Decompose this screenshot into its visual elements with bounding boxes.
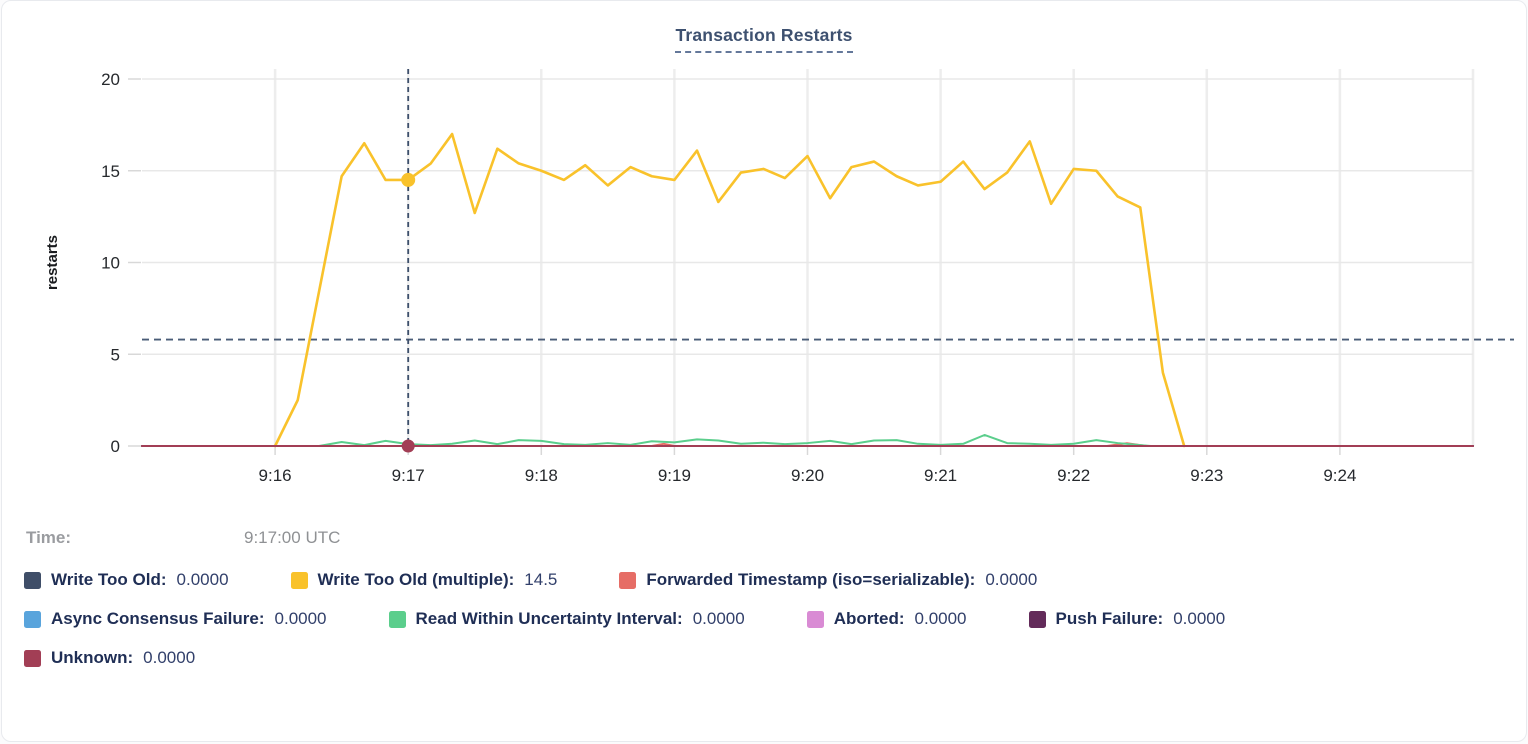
legend-item-value: 14.5: [524, 570, 558, 589]
y-tick-label: 0: [111, 437, 120, 456]
legend-item-label: Push Failure:: [1055, 609, 1164, 628]
series-color-swatch: [1028, 610, 1046, 628]
legend-item-value: 0.0000: [692, 609, 745, 628]
legend-item-label: Write Too Old:: [51, 570, 167, 589]
x-tick-label: 9:20: [791, 466, 824, 485]
y-tick-label: 15: [101, 162, 120, 181]
legend-item-label: Unknown:: [51, 648, 134, 667]
legend-item-label: Read Within Uncertainty Interval:: [415, 609, 683, 628]
time-value: 9:17:00 UTC: [244, 528, 341, 547]
legend-item-value: 0.0000: [914, 609, 967, 628]
series-color-swatch: [619, 571, 637, 589]
y-tick-label: 5: [111, 345, 120, 364]
legend-item-forwarded-timestamp-iso-serializable[interactable]: Forwarded Timestamp (iso=serializable): 0…: [619, 570, 1037, 590]
legend-item-value: 0.0000: [176, 570, 229, 589]
time-label: Time:: [26, 528, 72, 547]
x-tick-label: 9:24: [1323, 466, 1356, 485]
x-tick-label: 9:17: [392, 466, 425, 485]
x-tick-label: 9:22: [1057, 466, 1090, 485]
series-color-swatch: [388, 610, 406, 628]
x-tick-label: 9:23: [1190, 466, 1223, 485]
x-tick-label: 9:19: [658, 466, 691, 485]
legend-item-value: 0.0000: [143, 648, 196, 667]
legend-item-label: Write Too Old (multiple):: [317, 570, 515, 589]
series-color-swatch: [806, 610, 824, 628]
legend-item-push-failure[interactable]: Push Failure: 0.0000: [1028, 609, 1226, 629]
series-color-swatch: [24, 649, 41, 667]
hover-time-row: Time: 9:17:00 UTC: [2, 528, 1526, 548]
x-tick-label: 9:21: [924, 466, 957, 485]
legend-item-read-within-uncertainty-interval[interactable]: Read Within Uncertainty Interval: 0.0000: [388, 609, 745, 629]
x-tick-label: 9:18: [525, 466, 558, 485]
legend-item-aborted[interactable]: Aborted: 0.0000: [806, 609, 967, 629]
series-color-swatch: [290, 571, 308, 589]
y-tick-label: 10: [101, 254, 120, 273]
y-axis-label: restarts: [44, 235, 61, 290]
series-line-write-too-old-multiple: [273, 132, 1186, 448]
legend-row: Async Consensus Failure: 0.0000 Read Withi…: [24, 609, 1526, 629]
series-line-read-within-uncertainty-interval: [141, 433, 1474, 447]
legend-item-write-too-old[interactable]: Write Too Old: 0.0000: [24, 570, 229, 590]
legend-item-value: 0.0000: [1173, 609, 1226, 628]
hover-dot-write-too-old-multiple: [401, 172, 416, 187]
legend-item-unknown[interactable]: Unknown: 0.0000: [24, 648, 195, 668]
legend-item-value: 0.0000: [274, 609, 327, 628]
legend-item-value: 0.0000: [985, 570, 1038, 589]
chart-title[interactable]: Transaction Restarts: [675, 25, 853, 53]
legend-item-write-too-old-multiple[interactable]: Write Too Old (multiple): 14.5: [290, 570, 558, 590]
hover-dot-unknown: [401, 439, 415, 453]
legend-item-label: Forwarded Timestamp (iso=serializable):: [646, 570, 976, 589]
transaction-restarts-chart[interactable]: 0 5 10 15 20 9:16 9:17 9:18 9:19 9:20 9:21 9:22 9:23…: [2, 61, 1527, 506]
series-color-swatch: [24, 610, 41, 628]
plot-area[interactable]: 0 5 10 15 20 9:16 9:17 9:18 9:19 9:20 9:21 9:22 9:23…: [2, 61, 1527, 506]
chart-legend: Write Too Old: 0.0000 Write Too Old (multi…: [2, 570, 1526, 668]
y-tick-label: 20: [101, 70, 120, 89]
x-tick-label: 9:16: [259, 466, 292, 485]
series-color-swatch: [24, 571, 41, 589]
legend-row: Unknown: 0.0000: [24, 648, 1526, 668]
legend-item-async-consensus-failure[interactable]: Async Consensus Failure: 0.0000: [24, 609, 327, 629]
chart-header: Transaction Restarts: [2, 25, 1526, 61]
legend-item-label: Aborted:: [833, 609, 905, 628]
legend-item-label: Async Consensus Failure:: [51, 609, 265, 628]
legend-row: Write Too Old: 0.0000 Write Too Old (multi…: [24, 570, 1526, 590]
